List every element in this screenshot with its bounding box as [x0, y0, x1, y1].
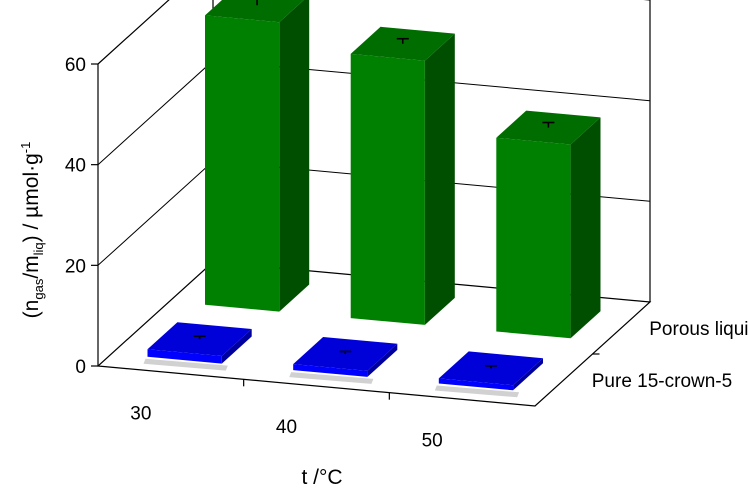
- bar-shadow: [434, 385, 520, 398]
- bar-side: [513, 358, 543, 391]
- y-tick-label: 0: [75, 357, 86, 378]
- bar-side: [570, 117, 601, 339]
- bar-front: [496, 137, 571, 339]
- y-axis-title: (ngas/mliq) / µmol·g-1: [18, 142, 46, 319]
- bar-front: [438, 378, 514, 391]
- x-tick-label: 40: [276, 417, 297, 438]
- x-tick-label: 30: [130, 404, 151, 425]
- series-label: Porous liquid: [649, 319, 749, 340]
- y-axis-ticks: 0 20 40 60: [65, 55, 98, 378]
- bar-porous-40: [350, 26, 455, 325]
- series-label: Pure 15-crown-5: [592, 371, 732, 392]
- x-axis-title: t /°C: [301, 466, 342, 488]
- bar-front: [205, 15, 280, 312]
- bar-crown-40: [289, 337, 398, 384]
- walls-top-edge: [97, 0, 651, 302]
- bar-top: [205, 0, 304, 23]
- bar-crown-50: [434, 351, 543, 398]
- series-labels: Porous liquid Pure 15-crown-5: [592, 319, 749, 392]
- bars: [143, 0, 601, 398]
- bar-front: [147, 349, 222, 364]
- x-tick-label: 50: [422, 430, 443, 451]
- bar-side: [424, 33, 455, 325]
- bar-front: [293, 364, 368, 377]
- bar-shadow: [143, 358, 228, 371]
- bar-shadow: [289, 372, 374, 384]
- bar-crown-30: [143, 322, 252, 371]
- bar-front: [350, 53, 425, 325]
- bar-porous-30: [205, 0, 310, 312]
- bar-side: [279, 0, 310, 312]
- bar-side: [367, 343, 398, 377]
- bar-porous-50: [496, 110, 601, 339]
- y-tick-label: 20: [65, 256, 86, 277]
- bar-side: [221, 329, 252, 364]
- y-tick-label: 40: [65, 156, 86, 177]
- y-tick-label: 60: [65, 55, 86, 76]
- x-axis-ticks: 30 40 50: [130, 379, 443, 451]
